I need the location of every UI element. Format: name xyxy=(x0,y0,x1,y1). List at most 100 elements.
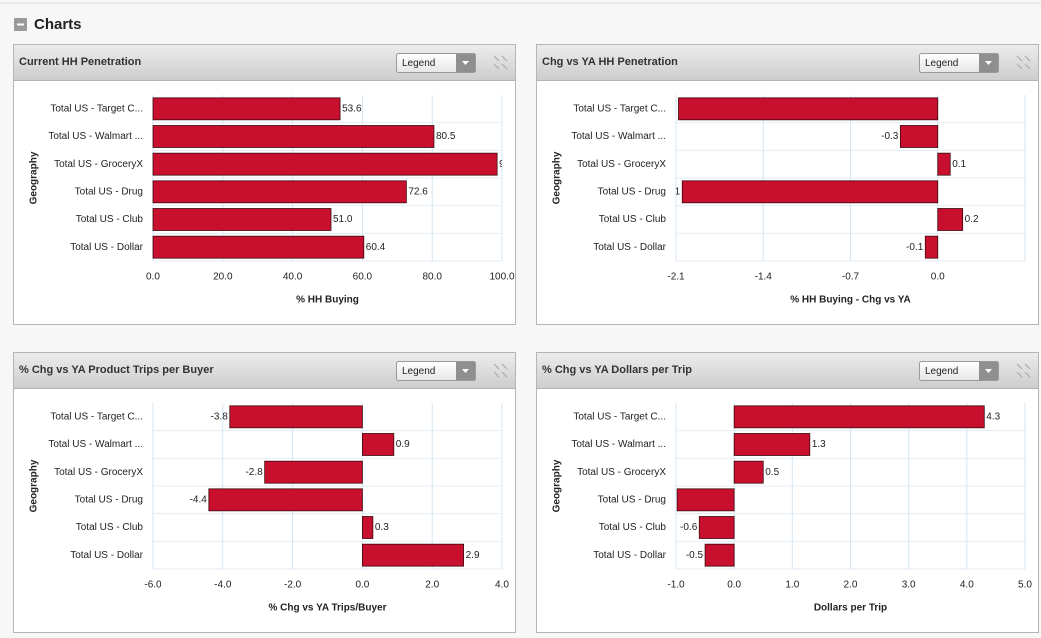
x-axis-title: % Chg vs YA Trips/Buyer xyxy=(268,603,386,614)
legend-button[interactable] xyxy=(919,53,999,73)
category-label: Total US - Walmart ... xyxy=(571,131,666,142)
bar xyxy=(152,235,365,259)
y-axis-title: Geography xyxy=(552,459,563,512)
legend-dropdown[interactable]: Legend xyxy=(919,53,999,73)
value-label: -2.1 xyxy=(663,186,681,197)
value-label: 0.3 xyxy=(375,522,389,533)
bar xyxy=(152,180,407,204)
bar xyxy=(152,152,498,176)
category-label: Total US - GroceryX xyxy=(54,467,143,478)
legend-button[interactable] xyxy=(396,53,476,73)
value-label: 0.2 xyxy=(965,214,979,225)
y-axis-title: Geography xyxy=(29,459,40,512)
value-label: -4.4 xyxy=(190,494,208,505)
x-tick-label: 2.0 xyxy=(425,580,439,591)
dropdown-arrow[interactable] xyxy=(462,369,469,373)
expand-icon[interactable] xyxy=(1016,363,1031,378)
x-tick-label: 0.0 xyxy=(146,272,160,283)
bar xyxy=(676,488,735,512)
dropdown-arrow[interactable] xyxy=(462,61,469,65)
bar xyxy=(733,460,764,484)
bar xyxy=(704,543,735,567)
y-axis-title: Geography xyxy=(29,151,40,204)
x-tick-label: 5.0 xyxy=(1018,580,1032,591)
x-tick-label: -2.1 xyxy=(667,272,685,283)
x-tick-label: 20.0 xyxy=(213,272,233,283)
x-axis-title: Dollars per Trip xyxy=(814,603,887,614)
category-label: Total US - Dollar xyxy=(593,242,666,253)
category-label: Total US - GroceryX xyxy=(54,159,143,170)
value-label: -2.1 xyxy=(659,103,677,114)
expand-icon[interactable] xyxy=(493,363,508,378)
category-label: Total US - GroceryX xyxy=(577,159,666,170)
bar xyxy=(678,97,939,121)
value-label: -2.8 xyxy=(245,467,263,478)
category-label: Total US - Dollar xyxy=(70,550,143,561)
category-label: Total US - GroceryX xyxy=(577,467,666,478)
legend-button-label[interactable]: Legend xyxy=(402,366,435,377)
bar xyxy=(924,235,939,259)
value-label: 60.4 xyxy=(366,242,386,253)
category-label: Total US - Dollar xyxy=(593,550,666,561)
x-tick-label: -4.0 xyxy=(214,580,232,591)
x-tick-label: 100.0 xyxy=(489,272,514,283)
expand-icon[interactable] xyxy=(1016,55,1031,70)
value-label: 0.5 xyxy=(765,467,779,478)
category-label: Total US - Club xyxy=(76,522,144,533)
value-label: -0.1 xyxy=(906,242,924,253)
category-label: Total US - Target C... xyxy=(573,103,666,114)
legend-button-label[interactable]: Legend xyxy=(402,58,435,69)
chart-panel: Chg vs YA HH Penetration Legend -2.1 -1.4 -0… xyxy=(536,44,1039,325)
x-tick-label: 0.0 xyxy=(727,580,741,591)
value-label: 53.6 xyxy=(342,103,362,114)
category-label: Total US - Club xyxy=(599,214,667,225)
legend-dropdown[interactable]: Legend xyxy=(396,361,476,381)
chart-panel: % Chg vs YA Product Trips per Buyer Legen… xyxy=(13,352,516,633)
legend-button[interactable] xyxy=(919,361,999,381)
panel-title: Current HH Penetration xyxy=(19,56,142,68)
x-tick-label: 40.0 xyxy=(283,272,303,283)
x-tick-label: 1.0 xyxy=(785,580,799,591)
legend-button-label[interactable]: Legend xyxy=(925,366,958,377)
bar xyxy=(152,208,332,231)
bar xyxy=(681,180,939,204)
x-tick-label: -0.7 xyxy=(842,272,860,283)
value-label: 1.3 xyxy=(812,439,826,450)
panel-title: % Chg vs YA Product Trips per Buyer xyxy=(19,364,214,376)
dropdown-arrow[interactable] xyxy=(985,369,992,373)
category-label: Total US - Target C... xyxy=(50,103,143,114)
section-title: Charts xyxy=(34,16,82,33)
x-axis-title: % HH Buying xyxy=(296,295,359,306)
expand-icon[interactable] xyxy=(493,55,508,70)
bar xyxy=(152,125,435,148)
x-axis-title: % HH Buying - Chg vs YA xyxy=(790,295,911,306)
bar xyxy=(937,152,951,176)
legend-dropdown[interactable]: Legend xyxy=(919,361,999,381)
x-tick-label: 80.0 xyxy=(422,272,442,283)
value-label: 0.1 xyxy=(952,159,966,170)
category-label: Total US - Drug xyxy=(598,494,666,505)
x-tick-label: 3.0 xyxy=(902,580,916,591)
value-label: 4.3 xyxy=(986,411,1000,422)
category-label: Total US - Target C... xyxy=(573,411,666,422)
category-label: Total US - Target C... xyxy=(50,411,143,422)
x-tick-label: 2.0 xyxy=(844,580,858,591)
bar xyxy=(208,488,363,512)
bar xyxy=(937,208,964,231)
bar xyxy=(264,460,363,484)
x-tick-label: -1.4 xyxy=(755,272,773,283)
collapse-icon xyxy=(17,23,24,26)
bar xyxy=(733,433,811,456)
value-label: -0.3 xyxy=(881,131,899,142)
value-label: -0.5 xyxy=(686,550,704,561)
dropdown-arrow[interactable] xyxy=(985,61,992,65)
legend-button-label[interactable]: Legend xyxy=(925,58,958,69)
legend-button[interactable] xyxy=(396,361,476,381)
panel-title: Chg vs YA HH Penetration xyxy=(542,56,678,68)
value-label: -3.8 xyxy=(211,411,229,422)
legend-dropdown[interactable]: Legend xyxy=(396,53,476,73)
chart-panel: Current HH Penetration Legend 0.0 20.0 40.0 6… xyxy=(13,44,516,325)
x-tick-label: -6.0 xyxy=(144,580,162,591)
value-label: 2.9 xyxy=(466,550,480,561)
